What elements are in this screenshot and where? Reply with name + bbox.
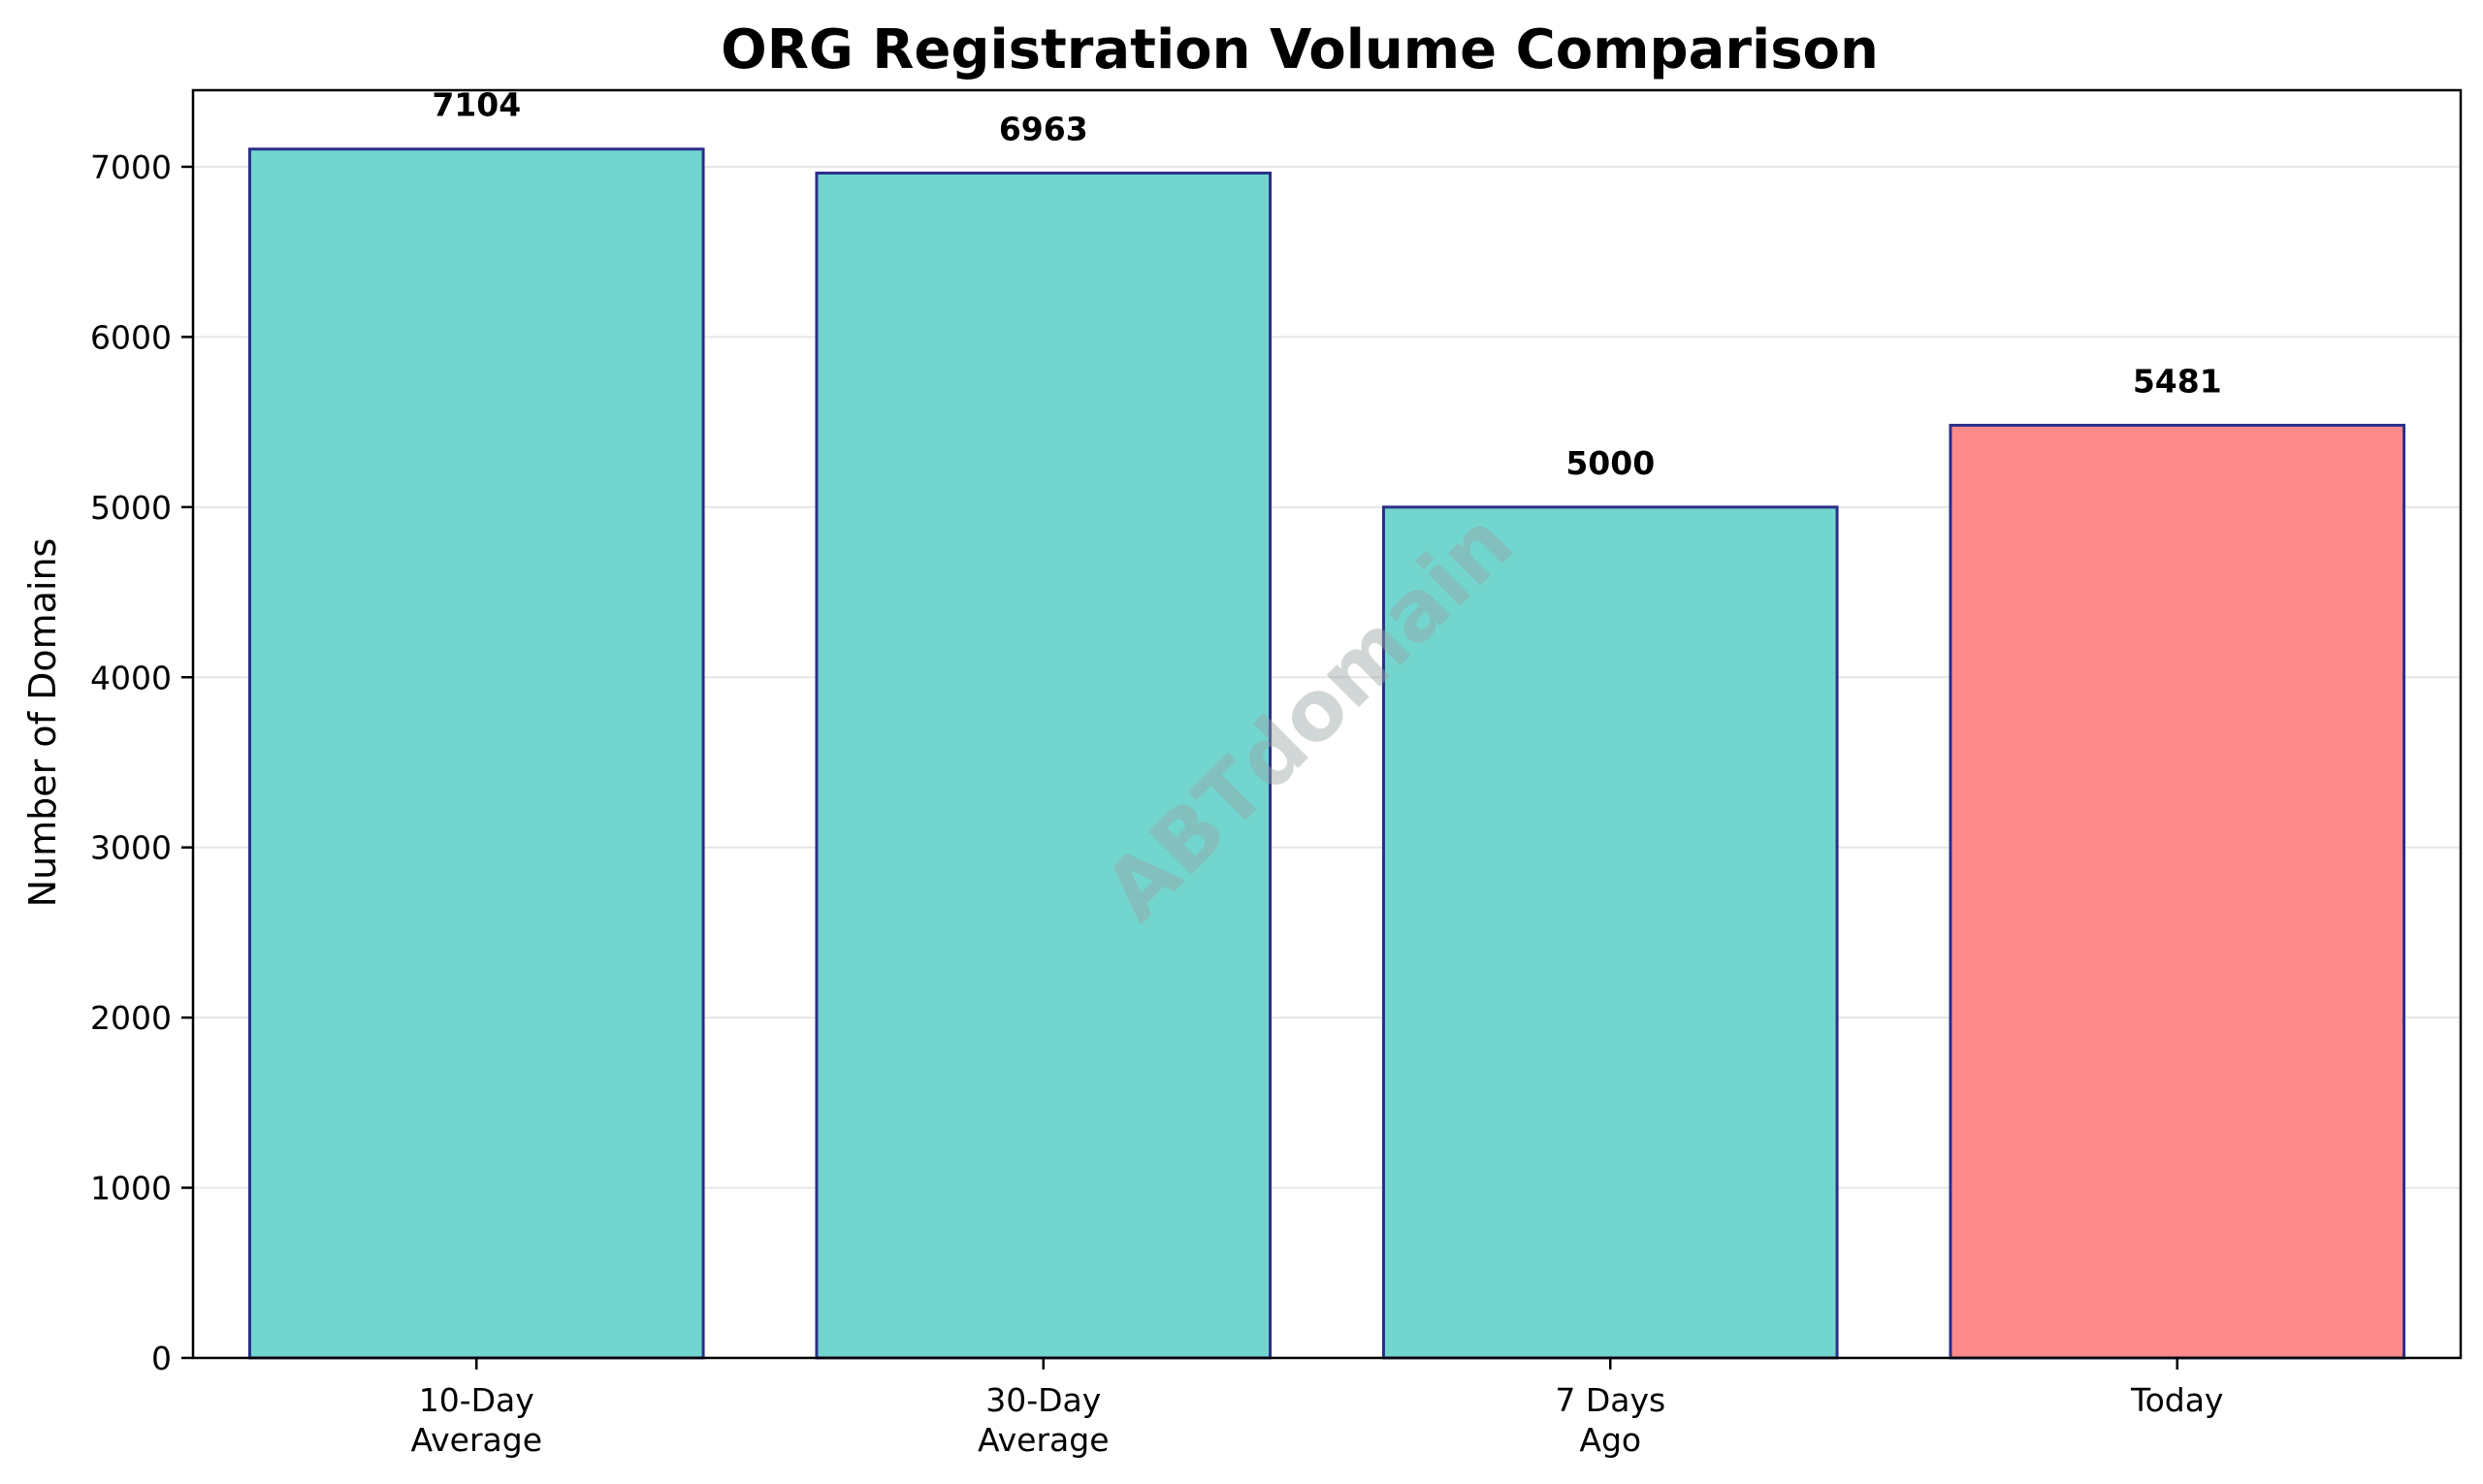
x-tick-label-line: Today <box>2130 1381 2223 1419</box>
data-label: 7104 <box>432 86 521 124</box>
y-tick-label: 2000 <box>90 999 172 1037</box>
x-tick-label-line: 10-Day <box>419 1381 534 1419</box>
x-tick-label-line: Ago <box>1579 1421 1641 1459</box>
bar-1 <box>247 147 705 1360</box>
y-tick-label: 1000 <box>90 1170 172 1208</box>
chart-title: ORG Registration Volume Comparison <box>721 18 1879 81</box>
bar-3 <box>1381 505 1839 1360</box>
axes <box>191 88 2463 1360</box>
bars <box>247 147 2406 1360</box>
y-tick-label: 5000 <box>90 489 172 527</box>
y-tick-label: 3000 <box>90 829 172 867</box>
bar-4 <box>1949 423 2406 1360</box>
y-tick-label: 0 <box>151 1339 172 1377</box>
data-label: 6963 <box>999 110 1088 147</box>
x-tick-label: 30-Day Average <box>978 1381 1110 1459</box>
y-tick-label: 6000 <box>90 318 172 356</box>
bar-2 <box>815 171 1273 1360</box>
y-axis-label: Number of Domains <box>21 538 64 908</box>
x-tick-label: Today <box>2130 1381 2223 1419</box>
x-tick-label: 10-Day Average <box>410 1381 542 1459</box>
plot-frame <box>191 88 2463 1360</box>
y-tick-label: 4000 <box>90 659 172 696</box>
x-tick-label-line: 7 Days <box>1555 1381 1665 1419</box>
x-tick-label-line: Average <box>410 1421 542 1459</box>
x-tick-label-line: Average <box>978 1421 1110 1459</box>
x-tick-label: 7 Days Ago <box>1555 1381 1665 1459</box>
y-axis-ticks: 0 1000 2000 3000 4000 5000 6000 7000 <box>90 148 193 1377</box>
data-label: 5000 <box>1565 444 1655 482</box>
data-labels: 7104 6963 5000 5481 <box>432 86 2221 482</box>
y-tick-label: 7000 <box>90 148 172 186</box>
x-tick-label-line: 30-Day <box>985 1381 1101 1419</box>
data-label: 5481 <box>2133 362 2222 400</box>
